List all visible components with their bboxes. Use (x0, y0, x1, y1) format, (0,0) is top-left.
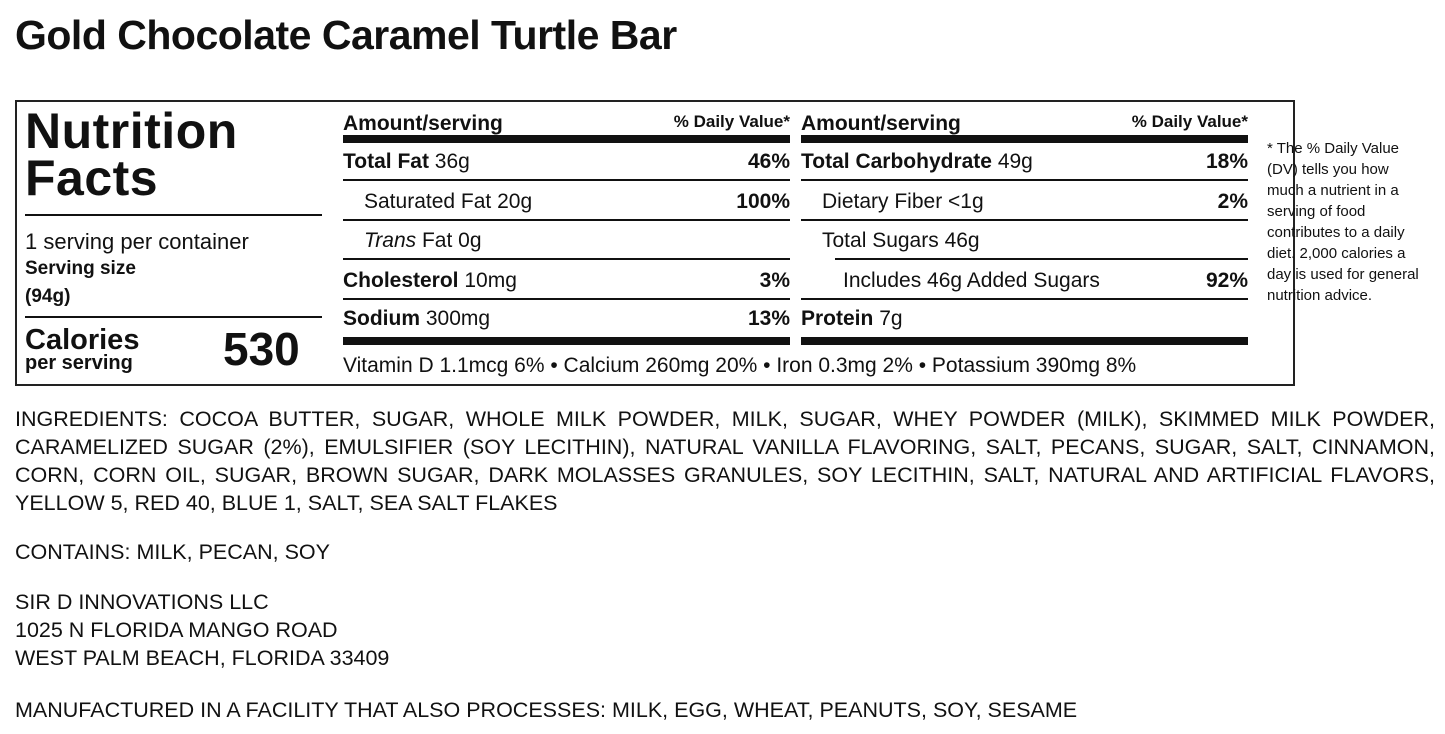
allergens: CONTAINS: MILK, PECAN, SOY (15, 540, 330, 564)
divider (25, 316, 322, 318)
nutrient-row-dietary-fiber: Dietary Fiber <1g 2% (822, 190, 1248, 213)
daily-value-header: % Daily Value* (673, 112, 790, 131)
serving-size-value: (94g) (25, 286, 71, 307)
company-address-line1: 1025 N FLORIDA MANGO ROAD (15, 618, 338, 642)
daily-value-header: % Daily Value* (1131, 112, 1248, 131)
nutrition-facts-heading: Nutrition Facts (25, 103, 238, 206)
divider (25, 214, 322, 216)
nutrient-row-total-sugars: Total Sugars 46g (822, 229, 980, 252)
nutrient-row-added-sugars: Includes 46g Added Sugars 92% (843, 269, 1248, 292)
facility-statement: MANUFACTURED IN A FACILITY THAT ALSO PRO… (15, 698, 1078, 722)
calories-per-serving: per serving (25, 352, 133, 374)
nutrient-row-total-fat: Total Fat 36g 46% (343, 150, 790, 173)
company-address-line2: WEST PALM BEACH, FLORIDA 33409 (15, 646, 390, 670)
serving-size-label: Serving size (25, 258, 136, 279)
nutrients-left: Amount/serving % Daily Value* Total Fat … (343, 102, 1136, 388)
servings-per-container: 1 serving per container (25, 229, 249, 254)
calories-value: 530 (223, 323, 300, 375)
amount-serving-header: Amount/serving (801, 112, 961, 135)
vitamins-minerals: Vitamin D 1.1mcg 6% • Calcium 260mg 20% … (343, 354, 1137, 377)
daily-value-footnote: * The % Daily Value (DV) tells you how m… (1267, 140, 1419, 304)
nutrient-row-protein: Protein 7g (801, 307, 903, 330)
nutrient-row-trans-fat: Trans Fat 0g (364, 229, 482, 252)
nutrient-row-cholesterol: Cholesterol 10mg 3% (343, 269, 790, 292)
nutrition-facts-panel: Nutrition Facts 1 serving per container … (15, 100, 1419, 388)
nutrient-row-saturated-fat: Saturated Fat 20g 100% (364, 190, 790, 213)
nutrients-right: Amount/serving % Daily Value* Total Carb… (801, 102, 1248, 347)
ingredients: INGREDIENTS: COCOA BUTTER, SUGAR, WHOLE … (15, 407, 1435, 515)
nutrient-row-total-carbohydrate: Total Carbohydrate 49g 18% (801, 150, 1248, 173)
calories-label: Calories (25, 324, 140, 356)
product-title: Gold Chocolate Caramel Turtle Bar (15, 12, 677, 58)
amount-serving-header: Amount/serving (343, 112, 503, 135)
nutrient-row-sodium: Sodium 300mg 13% (343, 307, 790, 330)
company-name: SIR D INNOVATIONS LLC (15, 590, 269, 614)
